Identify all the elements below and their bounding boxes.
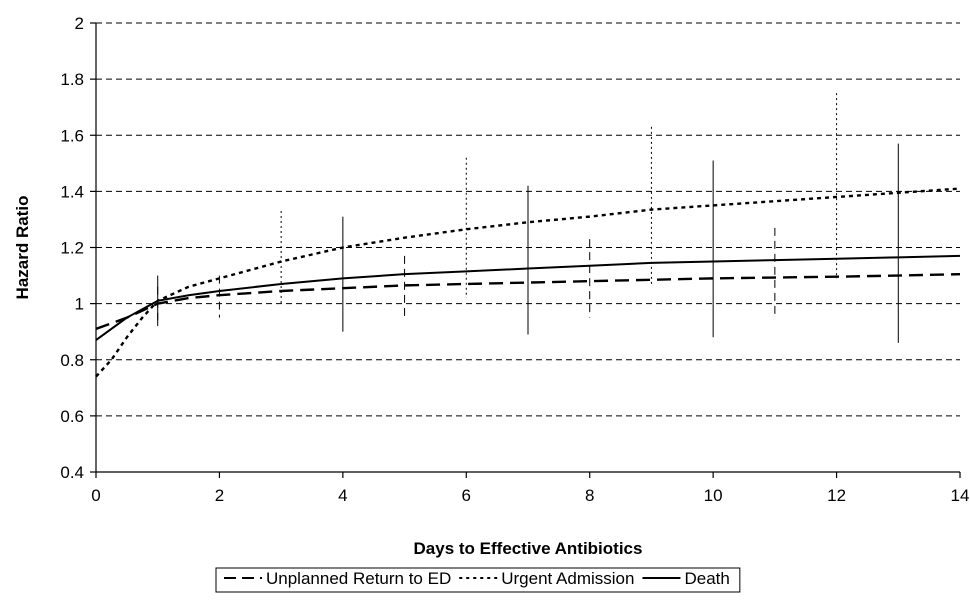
legend-label-death: Death [684, 569, 729, 588]
y-tick-label: 0.8 [60, 351, 84, 370]
x-tick-label: 2 [215, 486, 224, 505]
y-tick-label: 1 [75, 295, 84, 314]
y-tick-labels: 0.4 0.6 0.8 1 1.2 1.4 1.6 1.8 2 [60, 14, 96, 482]
x-tick-label: 10 [704, 486, 723, 505]
series-line-unplanned-return-to-ed [95, 272, 961, 331]
x-tick-label: 14 [951, 486, 970, 505]
y-tick-label: 1.2 [60, 239, 84, 258]
x-tick-label: 6 [462, 486, 471, 505]
legend-label-unplanned-return-to-ed: Unplanned Return to ED [266, 569, 451, 588]
x-tick-label: 4 [338, 486, 347, 505]
legend-box [215, 567, 741, 593]
series-lines [95, 187, 961, 378]
y-tick-label: 0.4 [60, 463, 84, 482]
x-tick-label: 8 [585, 486, 594, 505]
x-tick-labels: 0 2 4 6 8 10 12 14 [91, 472, 969, 505]
x-tick-label: 12 [827, 486, 846, 505]
y-tick-label: 1.4 [60, 182, 84, 201]
series-line-death [95, 254, 961, 341]
legend-label-urgent-admission: Urgent Admission [501, 569, 634, 588]
x-tick-label: 0 [91, 486, 100, 505]
legend: Unplanned Return to ED Urgent Admission De… [215, 567, 741, 593]
y-tick-label: 1.6 [60, 126, 84, 145]
y-tick-label: 2 [75, 14, 84, 33]
y-tick-label: 0.6 [60, 407, 84, 426]
x-axis-title: Days to Effective Antibiotics [414, 539, 643, 558]
y-tick-label: 1.8 [60, 70, 84, 89]
y-axis-title: Hazard Ratio [13, 196, 32, 300]
series-line-urgent-admission [95, 187, 961, 378]
error-bars [157, 93, 899, 343]
